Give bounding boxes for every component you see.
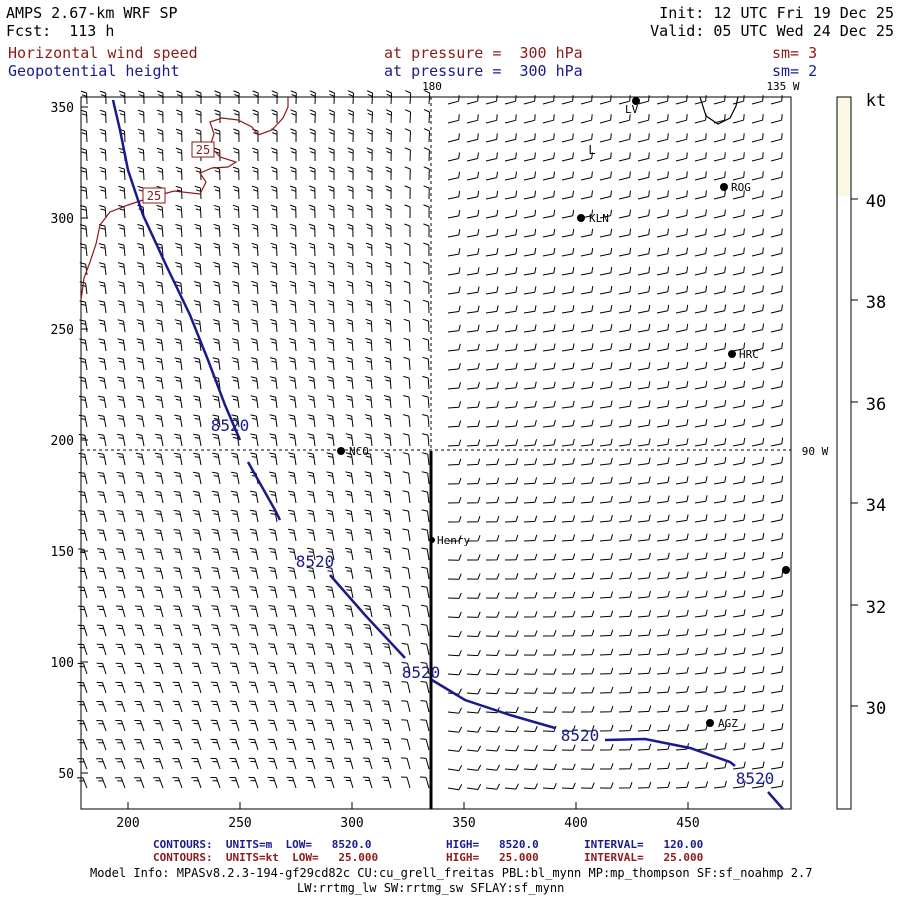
height-contour-label: 8520 <box>736 769 775 788</box>
y-tick-label: 200 <box>51 434 74 449</box>
height-contour-high: HIGH= 8520.0 <box>446 838 539 851</box>
wind-barbs <box>76 90 784 791</box>
colorbar-tick-label: 34 <box>866 496 886 516</box>
y-tick-label: 150 <box>51 545 74 560</box>
colorbar: kt 40 38 36 34 32 30 <box>836 91 886 810</box>
wind-contour-interval: INTERVAL= 25.000 <box>584 851 704 864</box>
station-agz: AGZ <box>706 717 738 730</box>
height-contour-line <box>431 678 556 730</box>
model-title: AMPS 2.67-km WRF SP <box>6 4 178 22</box>
wind-contour-label-box <box>191 141 215 158</box>
lon-label-90w: 90 W <box>802 445 829 458</box>
height-contour-label: 8520 <box>561 726 600 745</box>
y-axis: 350 300 250 200 150 100 50 <box>51 101 88 782</box>
station-kln: KLN <box>577 212 609 225</box>
colorbar-tick-label: 30 <box>866 699 886 719</box>
station-nco: NCO <box>337 445 369 458</box>
y-tick-label: 350 <box>51 101 74 116</box>
station-label: AGZ <box>718 717 738 730</box>
lon-label-180: 180 <box>422 80 442 93</box>
station-marker <box>782 566 790 574</box>
coastline <box>80 97 289 301</box>
model-info-physics: LW:rrtmg_lw SW:rrtmg_sw SFLAY:sf_mynn <box>297 881 565 895</box>
height-contour-line <box>767 791 784 810</box>
station-lv: LV <box>625 97 640 116</box>
valid-time: Valid: 05 UTC Wed 24 Dec 25 <box>650 22 894 40</box>
height-contour-line <box>604 737 736 767</box>
station-label: LV <box>625 103 639 116</box>
field2-smoothing: sm= 2 <box>772 62 818 80</box>
y-tick-label: 250 <box>51 323 74 338</box>
station-henry: Henry <box>429 534 470 547</box>
colorbar-tick-label: 38 <box>866 293 886 313</box>
height-contour-interval: INTERVAL= 120.00 <box>584 838 704 851</box>
height-contour-label: 8520 <box>402 663 441 682</box>
field1-name: Horizontal wind speed <box>8 44 198 62</box>
station-label: ROG <box>731 181 751 194</box>
wind-contour-label: 25 <box>147 189 161 203</box>
station-hrc: HRC <box>728 348 759 361</box>
station-rog: ROG <box>720 181 751 194</box>
y-tick-label: 50 <box>58 767 74 782</box>
colorbar-tick-label: 40 <box>866 192 886 212</box>
field1-level: at pressure = 300 hPa <box>384 44 583 62</box>
height-contour-label: 8520 <box>296 552 335 571</box>
colorbar-tick-label: 32 <box>866 598 886 618</box>
plot-frame <box>80 96 792 810</box>
height-contour-line <box>246 461 282 521</box>
forecast-hour: Fcst: 113 h <box>6 22 115 40</box>
x-tick-label: 250 <box>228 816 251 830</box>
map-figure: 180 135 W 90 W 25 25 8520 8520 8520 8520… <box>51 80 887 830</box>
colorbar-unit: kt <box>866 91 886 111</box>
field2-name: Geopotential height <box>8 62 180 80</box>
x-axis: 200 250 300 350 400 450 <box>116 802 700 830</box>
x-tick-label: 200 <box>116 816 139 830</box>
init-time: Init: 12 UTC Fri 19 Dec 25 <box>659 4 894 22</box>
field2-level: at pressure = 300 hPa <box>384 62 583 80</box>
coastline-right <box>699 96 739 125</box>
height-contour-line <box>111 99 242 441</box>
field1-smoothing: sm= 3 <box>772 44 818 62</box>
colorbar-tick-label: 36 <box>866 395 886 415</box>
wind-contour-high: HIGH= 25.000 <box>446 851 539 864</box>
station-label: NCO <box>349 445 369 458</box>
x-tick-label: 300 <box>340 816 363 830</box>
colorbar-fill <box>837 97 851 196</box>
station-label: KLN <box>589 212 609 225</box>
x-tick-label: 450 <box>676 816 699 830</box>
height-contour-label: 8520 <box>211 416 250 435</box>
colorbar-frame <box>836 96 852 810</box>
lon-label-135w: 135 W <box>766 80 799 93</box>
station-label: Henry <box>437 534 470 547</box>
wind-barb-field <box>76 90 784 791</box>
height-contour-info: CONTOURS: UNITS=m LOW= 8520.0 <box>153 838 372 851</box>
x-tick-label: 350 <box>452 816 475 830</box>
y-tick-label: 300 <box>51 212 74 227</box>
wind-contour-label: 25 <box>196 143 210 157</box>
station-label: HRC <box>739 348 759 361</box>
y-tick-label: 100 <box>51 656 74 671</box>
model-info: Model Info: MPASv8.2.3-194-gf29cd82c CU:… <box>90 866 813 880</box>
wind-contour-info: CONTOURS: UNITS=kt LOW= 25.000 <box>153 851 379 864</box>
low-marker: L <box>588 143 595 157</box>
height-contour-line <box>329 574 406 659</box>
wind-contour-label-box <box>142 187 166 204</box>
x-tick-label: 400 <box>564 816 587 830</box>
